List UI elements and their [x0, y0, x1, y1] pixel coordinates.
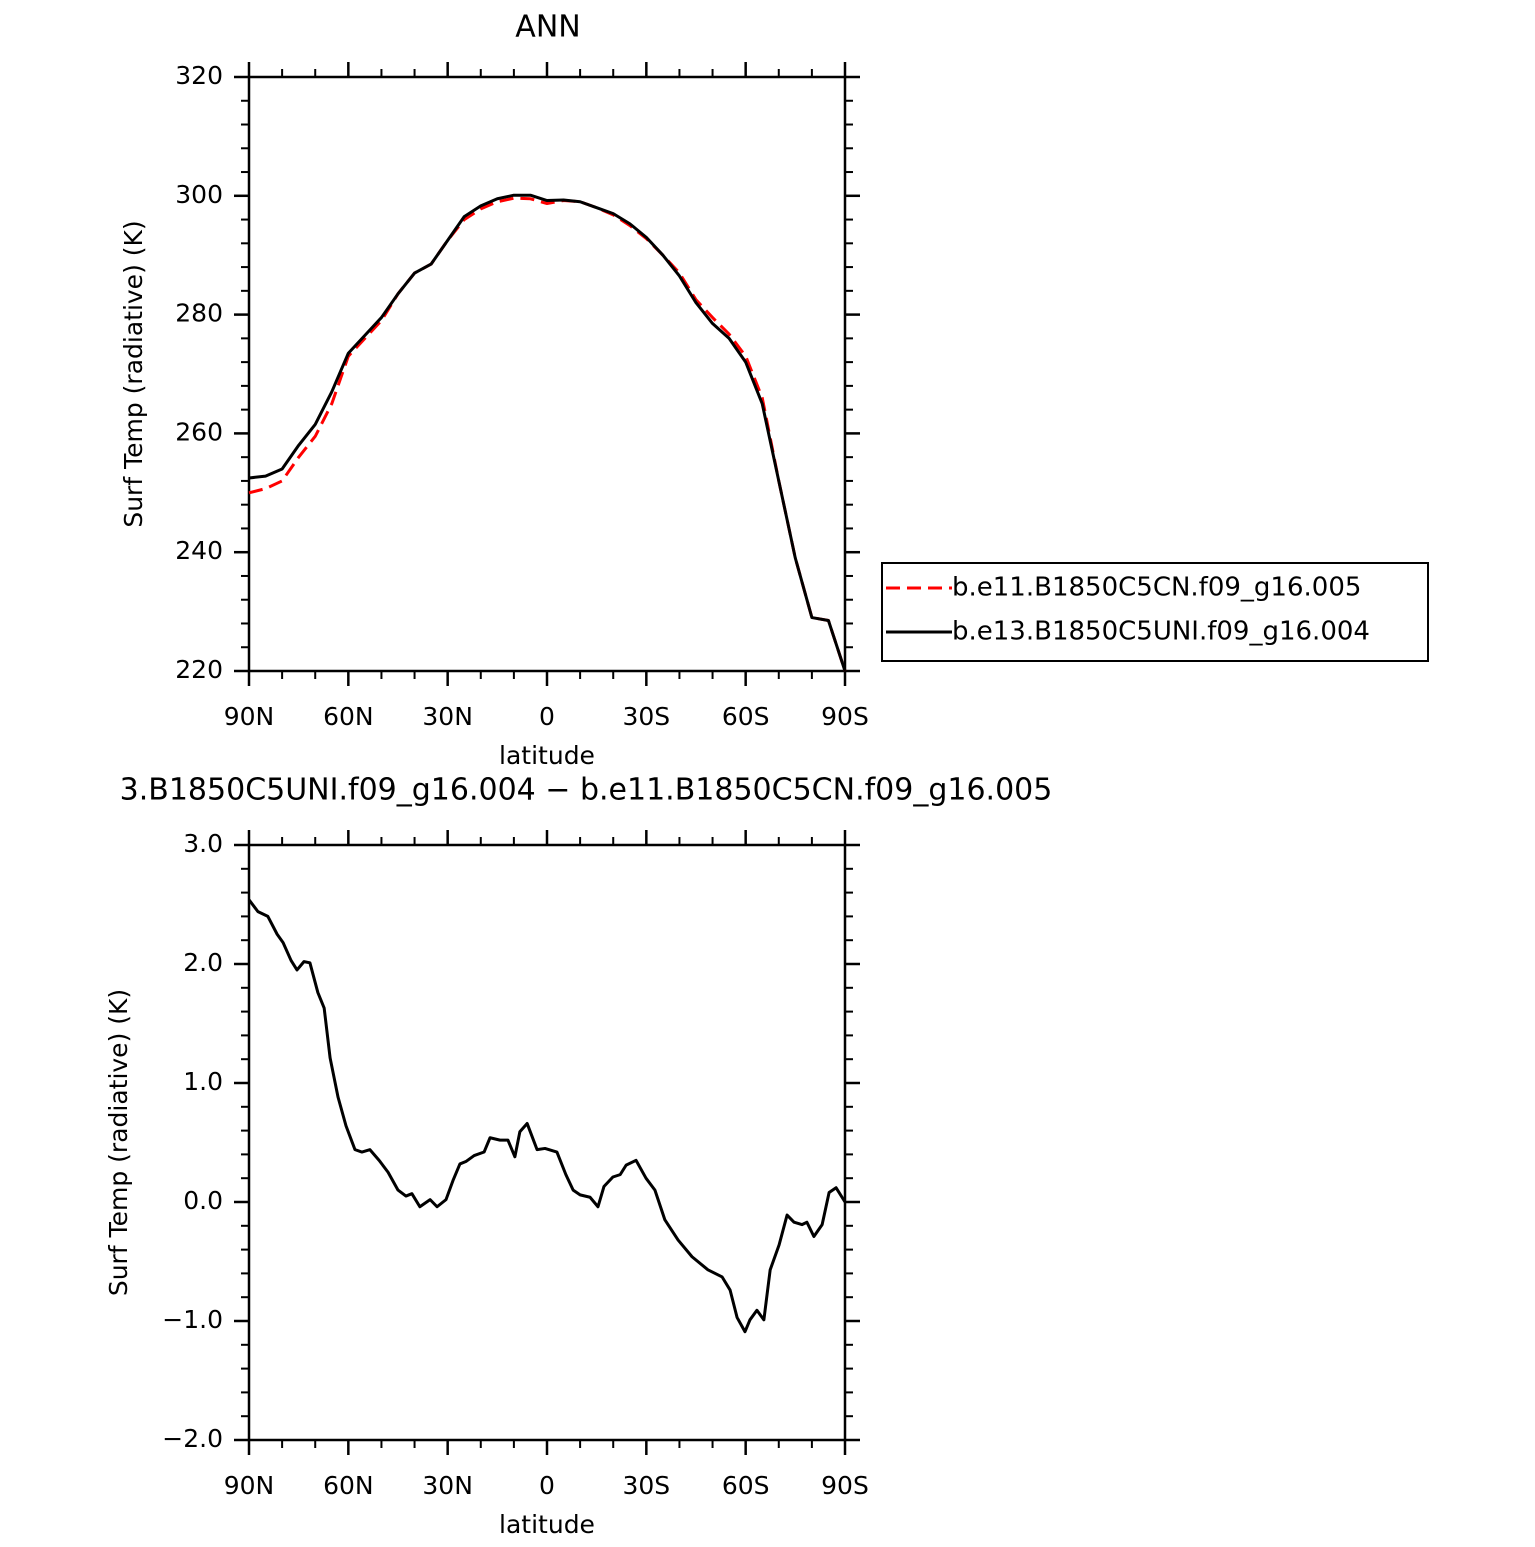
y-tick-label: 0.0 [183, 1186, 223, 1215]
data-line [248, 196, 847, 672]
x-tick-label: 30N [422, 1471, 473, 1500]
x-tick-label: 0 [539, 702, 555, 731]
y-tick-label: 300 [175, 180, 223, 209]
y-tick-label: 240 [175, 536, 223, 565]
y-axis-label: Surf Temp (radiative) (K) [104, 989, 133, 1296]
y-tick-label: 280 [175, 299, 223, 328]
chart-title: ANN [515, 10, 580, 45]
y-tick-label: 220 [175, 655, 223, 684]
data-line [248, 193, 847, 672]
legend-label: b.e11.B1850C5CN.f09_g16.005 [952, 573, 1361, 603]
legend-label: b.e13.B1850C5UNI.f09_g16.004 [952, 617, 1370, 647]
y-tick-label: 1.0 [183, 1067, 223, 1096]
x-tick-label: 30N [422, 702, 473, 731]
y-tick-label: −2.0 [162, 1424, 223, 1453]
x-tick-label: 0 [539, 1471, 555, 1500]
plot-frame [247, 75, 847, 673]
y-axis-label: Surf Temp (radiative) (K) [119, 220, 148, 527]
x-tick-label: 90N [224, 702, 275, 731]
x-tick-label: 30S [622, 1471, 670, 1500]
x-tick-label: 90S [821, 1471, 869, 1500]
x-tick-label: 90N [224, 1471, 275, 1500]
x-axis-label: latitude [499, 1510, 595, 1539]
x-tick-label: 60N [323, 702, 374, 731]
y-tick-label: 320 [175, 61, 223, 90]
y-tick-label: 3.0 [183, 829, 223, 858]
x-tick-label: 90S [821, 702, 869, 731]
x-axis-label: latitude [499, 741, 595, 770]
chart-title: 3.B1850C5UNI.f09_g16.004 − b.e11.B1850C5… [120, 773, 1053, 808]
x-tick-label: 60N [323, 1471, 374, 1500]
x-tick-label: 30S [622, 702, 670, 731]
y-tick-label: −1.0 [162, 1305, 223, 1334]
x-tick-label: 60S [722, 1471, 770, 1500]
data-line [247, 898, 847, 1334]
x-tick-label: 60S [722, 702, 770, 731]
legend-box [881, 562, 1429, 662]
plot-frame [247, 843, 847, 1442]
y-tick-label: 260 [175, 417, 223, 446]
y-tick-label: 2.0 [183, 948, 223, 977]
